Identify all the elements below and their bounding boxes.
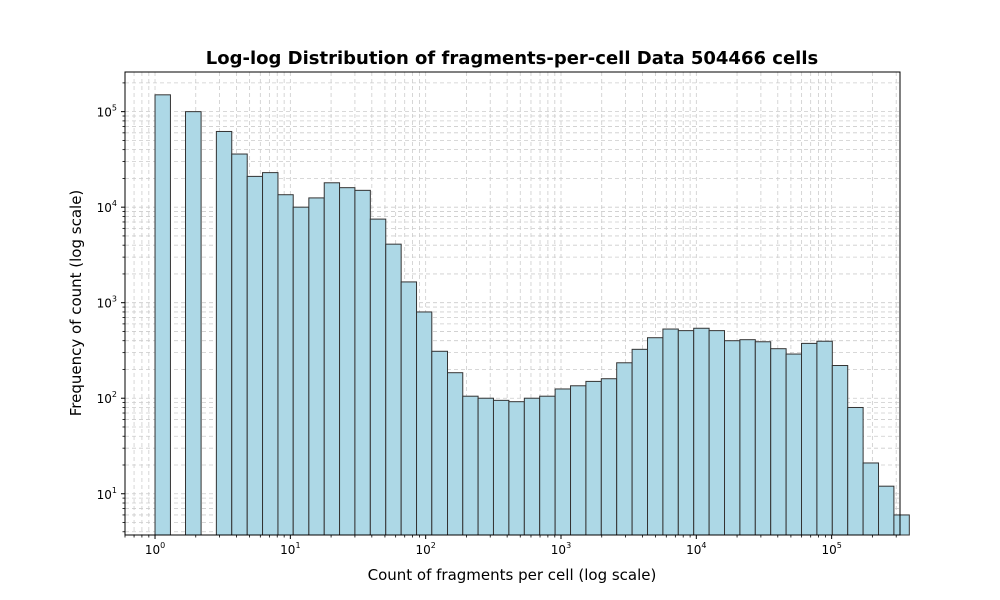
histogram-bar bbox=[816, 340, 833, 536]
histogram-bar bbox=[492, 399, 510, 536]
histogram-bar bbox=[231, 153, 248, 536]
histogram-bar bbox=[847, 406, 864, 536]
histogram-bar bbox=[462, 395, 479, 536]
histogram-bar bbox=[369, 218, 387, 536]
histogram-bar bbox=[554, 388, 572, 536]
histogram-bar bbox=[323, 182, 341, 536]
histogram-bar bbox=[631, 348, 649, 536]
x-axis-label: Count of fragments per cell (log scale) bbox=[368, 566, 657, 584]
histogram-bar bbox=[616, 362, 633, 536]
x-tick-label: 103 bbox=[551, 541, 571, 557]
x-tick-label: 100 bbox=[145, 541, 165, 557]
x-tick-label: 102 bbox=[415, 541, 435, 557]
histogram-bar bbox=[893, 514, 910, 536]
histogram-bar bbox=[585, 380, 602, 536]
histogram-bar bbox=[339, 187, 356, 536]
y-tick-label: 103 bbox=[97, 295, 117, 311]
histogram-bar bbox=[416, 311, 433, 536]
histogram-bar bbox=[662, 328, 679, 536]
histogram-bar bbox=[878, 485, 895, 536]
x-tick-label: 105 bbox=[821, 541, 841, 557]
chart-title: Log-log Distribution of fragments-per-ce… bbox=[206, 48, 818, 69]
axis-ticks: 100 101 102 103 104 105 101 102 103 104 105 bbox=[97, 82, 897, 557]
histogram-bar bbox=[308, 197, 325, 536]
histogram-bar bbox=[185, 111, 202, 536]
y-tick-label: 101 bbox=[97, 486, 117, 502]
histogram-bar bbox=[724, 340, 741, 536]
histogram-bar bbox=[508, 401, 525, 536]
histogram-bar bbox=[447, 372, 464, 536]
histogram-bar bbox=[477, 397, 494, 536]
histogram-bar bbox=[385, 243, 402, 536]
histogram-bar bbox=[292, 206, 310, 536]
histogram-bar bbox=[801, 342, 818, 536]
x-tick-label: 104 bbox=[686, 541, 706, 557]
histogram-bar bbox=[647, 337, 664, 536]
histogram-bar bbox=[570, 385, 587, 536]
histogram-bar bbox=[215, 130, 233, 536]
histogram-bar bbox=[600, 378, 618, 536]
histogram-bar bbox=[262, 172, 279, 536]
histogram-bar bbox=[831, 365, 849, 536]
histogram-bar bbox=[785, 353, 803, 536]
histogram-bar bbox=[770, 348, 787, 536]
histogram-bar bbox=[677, 330, 695, 536]
histogram-bar bbox=[708, 330, 726, 536]
histogram-bar bbox=[739, 339, 756, 536]
histogram-bar bbox=[539, 395, 556, 536]
histogram-bar bbox=[431, 350, 449, 536]
y-tick-label: 102 bbox=[97, 390, 117, 406]
histogram-bar bbox=[154, 94, 171, 536]
plot-frame bbox=[124, 71, 901, 536]
histogram-bar bbox=[862, 462, 880, 536]
histogram-bar bbox=[523, 397, 541, 536]
y-tick-label: 105 bbox=[97, 104, 117, 120]
x-tick-label: 101 bbox=[280, 541, 300, 557]
histogram-bar bbox=[277, 194, 294, 536]
histogram-bar bbox=[400, 281, 418, 536]
histogram-bar bbox=[754, 341, 772, 536]
histogram-bar bbox=[246, 175, 264, 536]
y-tick-label: 104 bbox=[97, 199, 117, 215]
y-axis-label: Frequency of count (log scale) bbox=[67, 190, 85, 417]
histogram-bar bbox=[693, 327, 710, 536]
histogram-bar bbox=[354, 189, 371, 536]
